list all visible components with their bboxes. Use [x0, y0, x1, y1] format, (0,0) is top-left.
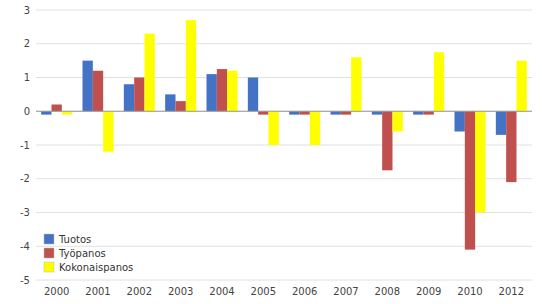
- legend-swatch: [44, 262, 54, 272]
- legend-label: Tuotos: [58, 234, 91, 245]
- bar: [93, 71, 103, 112]
- bar: [382, 111, 392, 170]
- bar: [517, 61, 527, 112]
- grid-line: [36, 178, 532, 179]
- bar: [207, 74, 217, 111]
- legend-swatch: [44, 248, 54, 258]
- page: {"chart_data": {"type": "bar", "categori…: [0, 0, 542, 304]
- x-tick-label: 2006: [292, 286, 317, 297]
- x-tick-label: 2004: [209, 286, 234, 297]
- x-tick-label: 2010: [457, 286, 482, 297]
- x-tick-label: 2003: [168, 286, 193, 297]
- y-tick-label: -5: [20, 275, 30, 286]
- grid-line: [36, 43, 532, 44]
- bar: [496, 111, 506, 135]
- bar: [434, 52, 444, 111]
- legend-swatch: [44, 234, 54, 244]
- grid-line: [36, 280, 532, 281]
- bar: [186, 20, 196, 111]
- x-tick-label: 2001: [85, 286, 110, 297]
- grid: [36, 10, 532, 280]
- legend: Tuotos Työpanos Kokonaispanos: [44, 234, 133, 273]
- y-tick-label: -3: [20, 207, 30, 218]
- legend-label: Työpanos: [58, 248, 106, 259]
- bar: [289, 111, 299, 114]
- bar: [300, 111, 310, 114]
- bar: [103, 111, 113, 152]
- chart-svg: -5 -4 -3 -2 -1 0 1 2 3 2000 2001 2002 2003 2004 2005 20…: [0, 0, 542, 304]
- bar: [455, 111, 465, 131]
- y-tick-label: 1: [24, 72, 30, 83]
- y-tick-label: -4: [20, 241, 30, 252]
- x-tick-label: 2002: [127, 286, 152, 297]
- bar: [269, 111, 279, 145]
- bar: [134, 78, 144, 112]
- bar: [248, 78, 258, 112]
- bar: [165, 94, 175, 111]
- bar: [341, 111, 351, 114]
- bars: [41, 20, 527, 250]
- bar: [424, 111, 434, 114]
- bar: [124, 84, 134, 111]
- y-tick-label: 0: [24, 106, 30, 117]
- bar: [393, 111, 403, 131]
- grid-line: [36, 246, 532, 247]
- bar: [145, 34, 155, 112]
- bar: [331, 111, 341, 114]
- bar: [413, 111, 423, 114]
- x-tick-label: 2000: [44, 286, 69, 297]
- chart-container: -5 -4 -3 -2 -1 0 1 2 3 2000 2001 2002 2003 2004 2005 20…: [0, 0, 542, 304]
- grid-line: [36, 10, 532, 11]
- zero-line: [36, 111, 532, 112]
- legend-label: Kokonaispanos: [59, 262, 133, 273]
- bar: [506, 111, 516, 182]
- x-tick-label: 2008: [375, 286, 400, 297]
- x-tick-label: 2012: [499, 286, 524, 297]
- y-tick-label: -2: [20, 173, 30, 184]
- bar: [310, 111, 320, 145]
- bar: [372, 111, 382, 114]
- grid-line: [36, 111, 532, 112]
- bar: [52, 105, 62, 112]
- bar: [41, 111, 51, 114]
- bar: [258, 111, 268, 114]
- bar: [227, 71, 237, 112]
- grid-line: [36, 212, 532, 213]
- grid-line: [36, 77, 532, 78]
- bar: [475, 111, 485, 212]
- bar: [176, 101, 186, 111]
- x-tick-label: 2005: [251, 286, 276, 297]
- bar: [217, 69, 227, 111]
- y-tick-label: 2: [24, 38, 30, 49]
- y-tick-label: 3: [24, 5, 30, 16]
- bar: [62, 111, 72, 114]
- y-tick-label: -1: [20, 140, 30, 151]
- bar: [351, 57, 361, 111]
- x-tick-label: 2009: [416, 286, 441, 297]
- bar: [465, 111, 475, 249]
- bar: [83, 61, 93, 112]
- x-tick-label: 2007: [333, 286, 358, 297]
